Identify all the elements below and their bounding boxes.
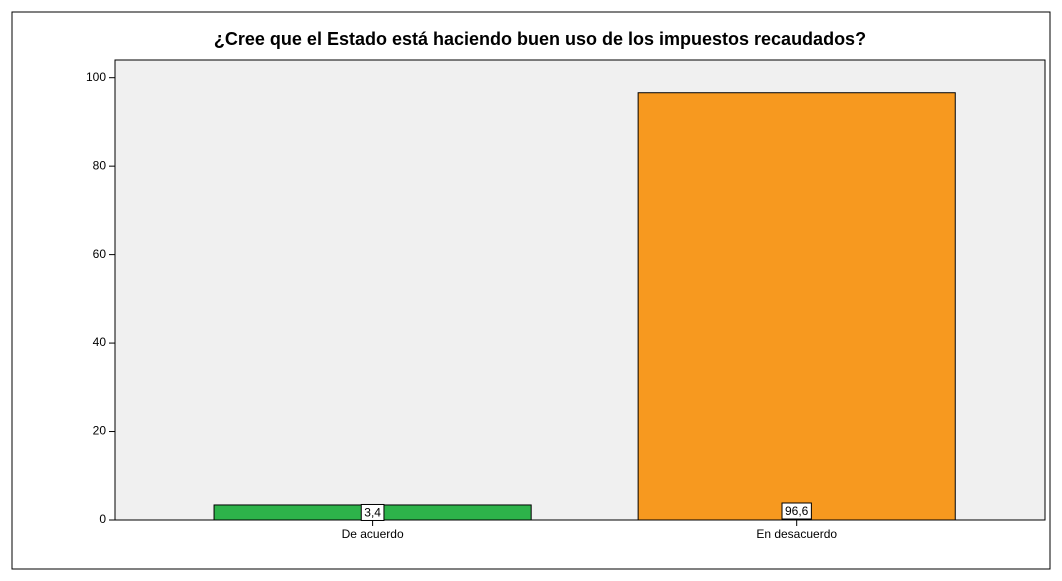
y-tick-label: 100 <box>86 70 106 84</box>
x-tick-label: En desacuerdo <box>756 527 837 541</box>
chart-title: ¿Cree que el Estado está haciendo buen u… <box>214 29 866 49</box>
y-tick-label: 80 <box>93 158 107 172</box>
bar <box>637 92 956 521</box>
y-tick-label: 0 <box>99 512 106 526</box>
x-tick-label: De acuerdo <box>342 527 404 541</box>
value-label: 96,6 <box>785 504 809 518</box>
value-label: 3,4 <box>364 506 381 520</box>
value-label-box <box>781 502 812 520</box>
y-tick-label: 60 <box>93 247 107 261</box>
y-tick-label: 20 <box>93 424 107 438</box>
y-tick-label: 40 <box>93 335 107 349</box>
